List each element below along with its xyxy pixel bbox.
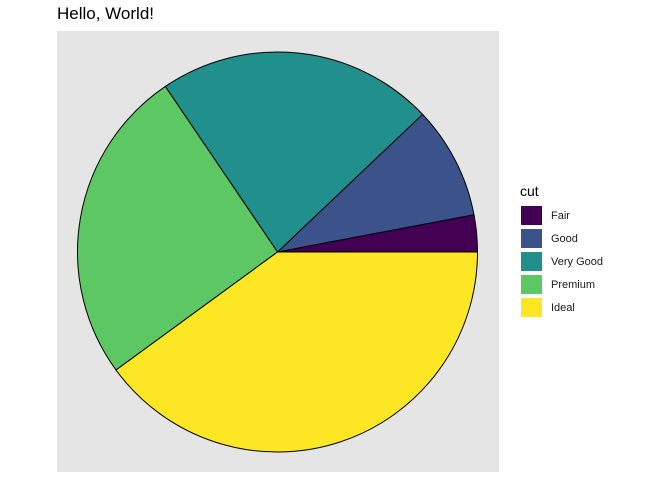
- legend-key-swatch: [520, 274, 543, 295]
- legend-title: cut: [520, 183, 539, 199]
- legend-key-swatch: [520, 228, 543, 249]
- pie-slice-ideal: [115, 251, 479, 453]
- pie-slices: [77, 51, 479, 453]
- legend-key-swatch: [520, 205, 543, 226]
- pie-slice-premium: [77, 85, 279, 371]
- legend-item-ideal: Ideal: [520, 296, 603, 319]
- legend-label: Very Good: [551, 255, 603, 268]
- legend-items: Fair Good Very Good Premium Ideal: [520, 204, 603, 319]
- legend: cut Fair Good Very Good Premium Ideal: [520, 183, 603, 319]
- legend-label: Premium: [551, 278, 596, 291]
- pie-slice-good: [275, 113, 475, 253]
- legend-label: Fair: [551, 209, 570, 222]
- pie-slice-very-good: [164, 51, 424, 253]
- legend-label: Good: [551, 232, 578, 245]
- legend-key-swatch: [520, 251, 543, 272]
- legend-item-fair: Fair: [520, 204, 603, 227]
- legend-item-good: Good: [520, 227, 603, 250]
- legend-item-very-good: Very Good: [520, 250, 603, 273]
- legend-key-swatch: [520, 297, 543, 318]
- legend-label: Ideal: [551, 301, 575, 314]
- legend-item-premium: Premium: [520, 273, 603, 296]
- chart-title: Hello, World!: [57, 4, 154, 23]
